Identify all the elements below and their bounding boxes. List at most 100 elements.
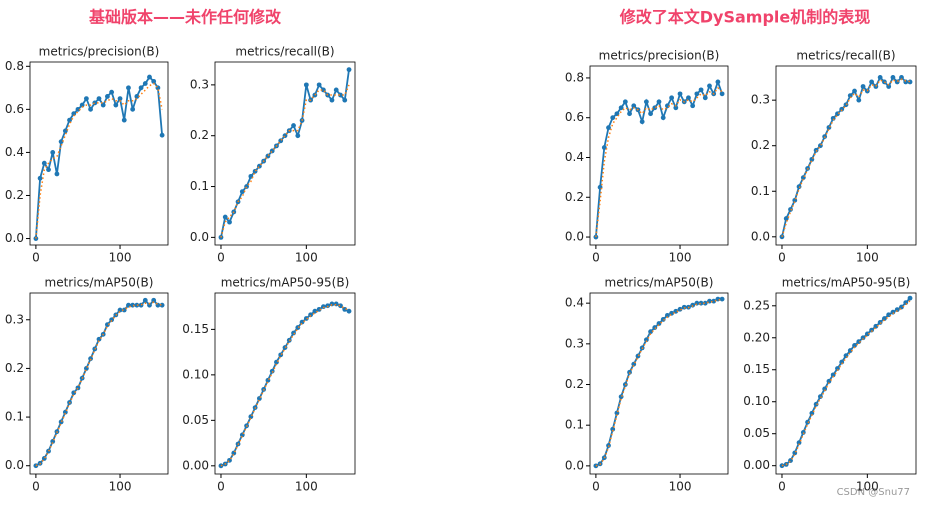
y-tick-label: 0.4 — [5, 145, 24, 159]
point — [346, 67, 352, 73]
point — [75, 385, 81, 391]
point — [864, 331, 870, 337]
x-tick-label: 100 — [109, 480, 132, 494]
point — [338, 303, 343, 309]
point — [702, 95, 708, 101]
point — [877, 74, 883, 80]
chart-title: metrics/recall(B) — [235, 45, 334, 59]
heading: 基础版本——未作任何修改 — [88, 8, 282, 27]
point — [62, 409, 68, 415]
smooth-line — [35, 301, 163, 467]
y-tick-label: 0.0 — [190, 230, 209, 244]
point — [890, 74, 896, 80]
point — [886, 84, 892, 89]
point — [677, 306, 683, 312]
point — [702, 300, 708, 306]
point — [142, 81, 148, 86]
plot-frame — [589, 65, 729, 246]
x-tick-label: 0 — [592, 251, 600, 265]
y-tick-label: 0.4 — [565, 296, 584, 310]
point — [325, 303, 331, 309]
point — [660, 317, 666, 322]
point — [159, 302, 165, 308]
point — [269, 368, 275, 374]
point — [847, 93, 853, 99]
series-line — [220, 303, 350, 467]
point — [92, 100, 98, 106]
point — [686, 95, 691, 101]
point — [890, 309, 896, 315]
point — [673, 105, 679, 111]
point — [830, 115, 836, 121]
y-tick-label: 0.1 — [565, 418, 584, 432]
y-tick-label: 0.3 — [751, 93, 770, 107]
point — [656, 99, 662, 105]
x-tick-label: 100 — [295, 251, 318, 265]
point — [62, 128, 68, 134]
chart-title: metrics/mAP50(B) — [45, 276, 154, 290]
point — [873, 323, 879, 329]
point — [291, 123, 296, 128]
y-tick-label: 0.00 — [182, 458, 209, 472]
plot-frame — [214, 292, 356, 475]
point — [54, 171, 60, 177]
point — [46, 448, 51, 454]
y-tick-label: 0.0 — [751, 229, 770, 243]
chart-title: metrics/recall(B) — [796, 49, 895, 63]
y-tick-label: 0.0 — [565, 230, 584, 244]
point — [669, 95, 675, 101]
x-tick-label: 100 — [669, 251, 692, 265]
x-tick-label: 100 — [109, 251, 132, 265]
point — [656, 321, 662, 326]
point — [321, 304, 326, 310]
point — [252, 168, 258, 174]
chart-title: metrics/precision(B) — [39, 45, 160, 59]
point — [627, 111, 632, 117]
y-tick-label: 0.1 — [751, 184, 770, 198]
point — [817, 394, 823, 400]
point — [147, 74, 152, 80]
point — [826, 125, 832, 130]
point — [58, 139, 64, 145]
point — [707, 83, 712, 89]
point — [312, 92, 318, 98]
point — [830, 372, 836, 378]
plot-frame — [589, 292, 729, 475]
y-tick-label: 0.2 — [190, 128, 209, 142]
point — [67, 117, 72, 123]
point — [660, 115, 666, 121]
point — [694, 300, 700, 306]
x-tick-label: 0 — [32, 480, 40, 494]
y-tick-label: 0.2 — [565, 190, 584, 204]
point — [147, 302, 152, 308]
point — [239, 189, 245, 195]
point — [126, 85, 131, 91]
point — [151, 297, 157, 303]
point — [282, 345, 288, 350]
point — [907, 295, 913, 301]
smooth-line — [220, 304, 350, 467]
y-tick-label: 0.1 — [5, 410, 24, 424]
x-tick-label: 0 — [217, 480, 225, 494]
point — [681, 304, 687, 310]
point — [631, 103, 637, 109]
point — [648, 111, 653, 117]
point — [33, 236, 39, 241]
point — [635, 353, 641, 359]
point — [843, 102, 849, 108]
point — [130, 302, 136, 308]
point — [96, 96, 102, 101]
point — [796, 184, 802, 190]
point — [227, 219, 232, 225]
point — [610, 115, 616, 121]
smooth-line — [781, 300, 911, 467]
point — [79, 102, 85, 108]
point — [342, 306, 348, 312]
point — [117, 307, 123, 313]
x-tick-label: 0 — [592, 480, 600, 494]
x-tick-label: 100 — [669, 480, 692, 494]
point — [690, 103, 696, 109]
x-tick-label: 0 — [778, 480, 786, 494]
point — [159, 132, 165, 138]
